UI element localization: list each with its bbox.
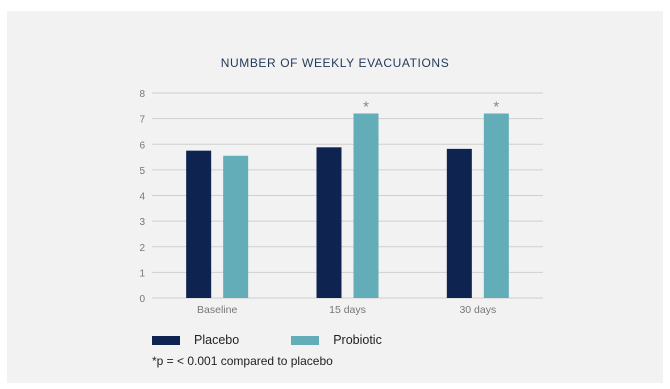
x-axis-ticks: Baseline 15 days 30 days: [197, 304, 496, 316]
y-tick-label: 1: [139, 268, 145, 279]
x-tick-label: 15 days: [329, 304, 366, 316]
bars: [186, 113, 509, 298]
significance-marks: * *: [363, 99, 499, 116]
bar-placebo-30-days: [446, 148, 472, 298]
bar-placebo-baseline: [186, 150, 212, 298]
bar-probiotic-15-days: [353, 113, 379, 298]
y-tick-label: 5: [139, 166, 145, 177]
bar-probiotic-baseline: [223, 155, 249, 298]
legend-swatch-placebo: [152, 335, 180, 345]
y-tick-label: 2: [139, 243, 145, 254]
gridlines: [152, 92, 543, 299]
significance-asterisk: *: [493, 99, 499, 116]
significance-asterisk: *: [363, 99, 369, 116]
x-tick-label: 30 days: [459, 304, 496, 316]
legend-label-probiotic: Probiotic: [333, 333, 382, 347]
y-tick-label: 8: [139, 89, 145, 100]
legend-item-probiotic: Probiotic: [291, 333, 382, 347]
footnote: *p = < 0.001 compared to placebo: [152, 354, 333, 368]
legend-label-placebo: Placebo: [194, 333, 240, 347]
bar-probiotic-30-days: [483, 113, 509, 298]
y-tick-label: 0: [139, 294, 145, 305]
legend: Placebo Probiotic: [152, 333, 434, 347]
y-axis-ticks: 0 1 2 3 4 5 6 7 8: [139, 89, 145, 305]
y-tick-label: 7: [139, 115, 145, 126]
y-tick-label: 3: [139, 217, 145, 228]
legend-item-placebo: Placebo: [152, 333, 239, 347]
chart-title: NUMBER OF WEEKLY EVACUATIONS: [220, 56, 450, 70]
y-tick-label: 4: [139, 192, 145, 203]
legend-swatch-probiotic: [291, 335, 320, 345]
y-tick-label: 6: [139, 140, 145, 151]
bar-placebo-15-days: [316, 147, 342, 298]
x-tick-label: Baseline: [197, 304, 237, 316]
